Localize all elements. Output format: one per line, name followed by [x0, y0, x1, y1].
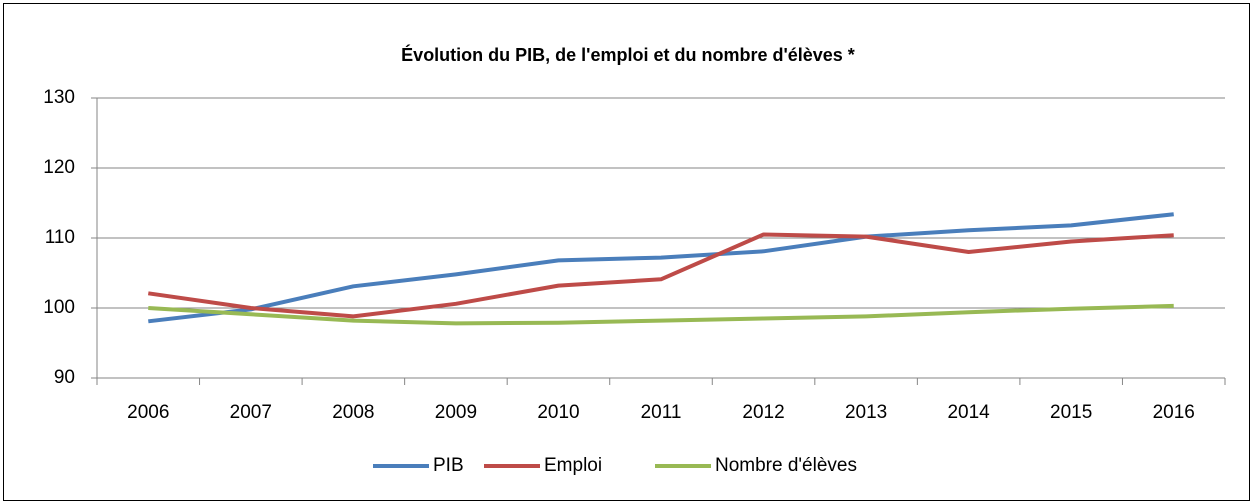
x-tick-label: 2013: [845, 402, 887, 423]
chart-border: [3, 3, 1250, 501]
x-tick-label: 2012: [742, 402, 784, 423]
x-tick-label: 2016: [1153, 402, 1195, 423]
x-tick-label: 2014: [947, 402, 990, 423]
legend-label: Emploi: [544, 455, 602, 476]
y-tick-label: 120: [43, 157, 75, 178]
y-tick-label: 90: [54, 367, 75, 388]
chart-title: Évolution du PIB, de l'emploi et du nomb…: [401, 44, 855, 65]
x-tick-label: 2009: [435, 402, 477, 423]
x-tick-label: 2008: [332, 402, 374, 423]
x-tick-label: 2011: [641, 402, 682, 423]
series-line: [147, 232, 1174, 319]
legend-label: Nombre d'élèves: [715, 455, 857, 476]
x-tick-label: 2007: [230, 402, 272, 423]
x-tick-label: 2010: [537, 402, 579, 423]
x-tick-label: 2015: [1050, 402, 1092, 423]
y-tick-label: 110: [45, 227, 75, 248]
y-tick-label: 130: [43, 87, 75, 108]
x-tick-label: 2006: [127, 402, 169, 423]
legend-label: PIB: [433, 455, 464, 476]
series-line: [148, 303, 1174, 326]
series-line: [148, 212, 1174, 324]
y-tick-label: 100: [43, 297, 75, 318]
